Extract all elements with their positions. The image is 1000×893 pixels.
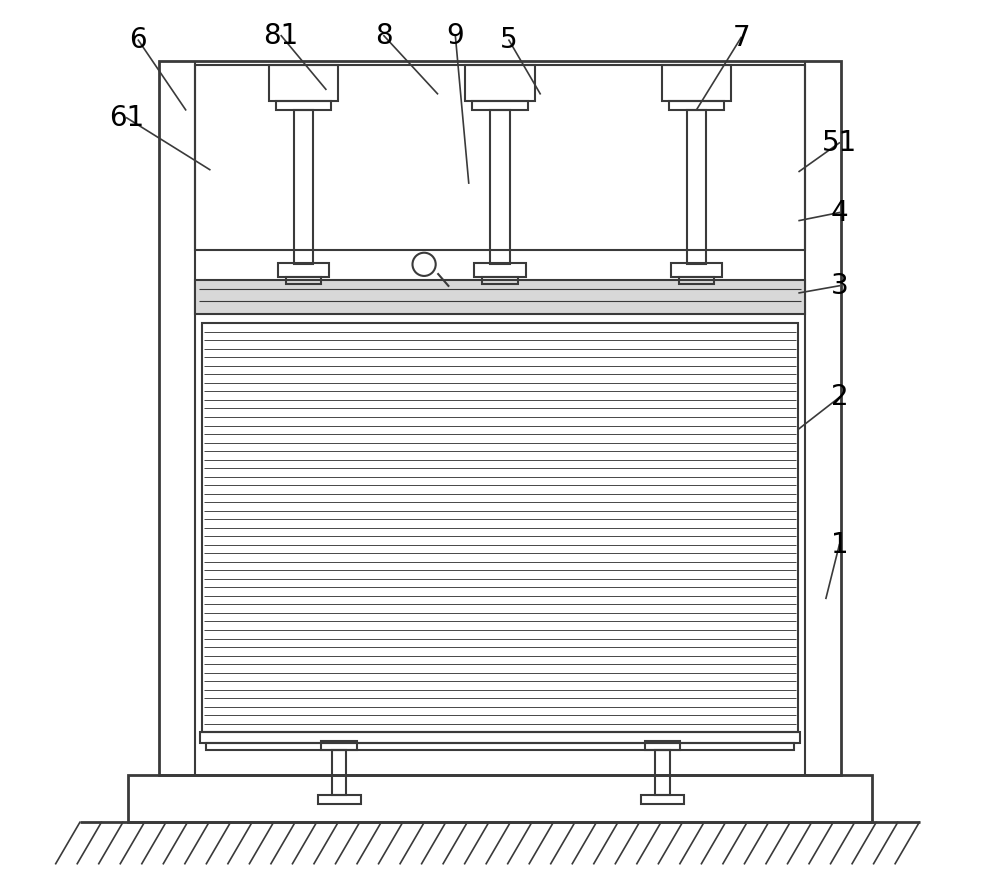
Bar (679, 277, 714, 284)
Bar (687, 110, 706, 264)
Text: 4: 4 (831, 198, 848, 227)
Bar (641, 795, 684, 804)
Text: 8: 8 (375, 21, 393, 50)
Bar (128, 775, 872, 822)
Text: 3: 3 (830, 271, 848, 300)
Bar (195, 65, 805, 250)
Bar (195, 280, 805, 314)
Bar (671, 263, 722, 277)
Bar (269, 65, 338, 101)
Bar (278, 263, 329, 277)
Bar (472, 101, 528, 110)
Bar (286, 277, 321, 284)
Bar (482, 277, 518, 284)
Bar (645, 741, 680, 750)
Bar (294, 110, 313, 264)
Bar (318, 795, 361, 804)
Bar (206, 743, 794, 750)
Text: 6: 6 (130, 26, 147, 54)
Bar (332, 750, 346, 795)
Text: 7: 7 (732, 23, 750, 52)
Text: 81: 81 (264, 21, 299, 50)
Bar (202, 323, 798, 732)
Bar (321, 741, 357, 750)
Text: 2: 2 (831, 383, 848, 412)
Text: 61: 61 (109, 104, 144, 132)
Text: 1: 1 (831, 530, 848, 559)
Bar (490, 110, 510, 264)
Text: 51: 51 (822, 129, 857, 157)
Bar (159, 61, 841, 775)
Bar (655, 750, 670, 795)
Bar (669, 101, 724, 110)
Bar (200, 732, 800, 743)
Bar (465, 65, 535, 101)
Bar (276, 101, 331, 110)
Bar (662, 65, 731, 101)
Bar (474, 263, 526, 277)
Text: 9: 9 (446, 21, 464, 50)
Text: 5: 5 (500, 26, 518, 54)
